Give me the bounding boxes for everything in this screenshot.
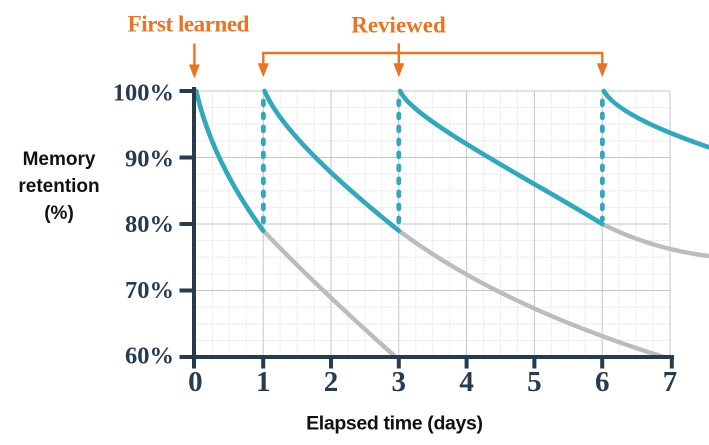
svg-text:1: 1 (256, 366, 271, 398)
svg-text:2: 2 (324, 366, 339, 398)
svg-text:(%): (%) (44, 203, 74, 224)
svg-text:5: 5 (527, 366, 542, 398)
svg-text:7: 7 (663, 366, 678, 398)
svg-text:Elapsed time (days): Elapsed time (days) (306, 413, 483, 435)
svg-text:90%: 90% (125, 145, 174, 172)
svg-text:6: 6 (595, 366, 610, 398)
svg-text:Memory: Memory (23, 149, 96, 170)
svg-text:4: 4 (459, 366, 474, 398)
svg-text:0: 0 (188, 366, 203, 398)
svg-text:60%: 60% (125, 343, 174, 370)
svg-text:70%: 70% (125, 277, 174, 304)
svg-text:First learned: First learned (128, 12, 250, 37)
svg-text:3: 3 (392, 366, 407, 398)
svg-text:80%: 80% (125, 211, 174, 238)
svg-text:Reviewed: Reviewed (351, 13, 446, 38)
svg-text:retention: retention (18, 176, 99, 197)
svg-text:100%: 100% (113, 80, 174, 107)
